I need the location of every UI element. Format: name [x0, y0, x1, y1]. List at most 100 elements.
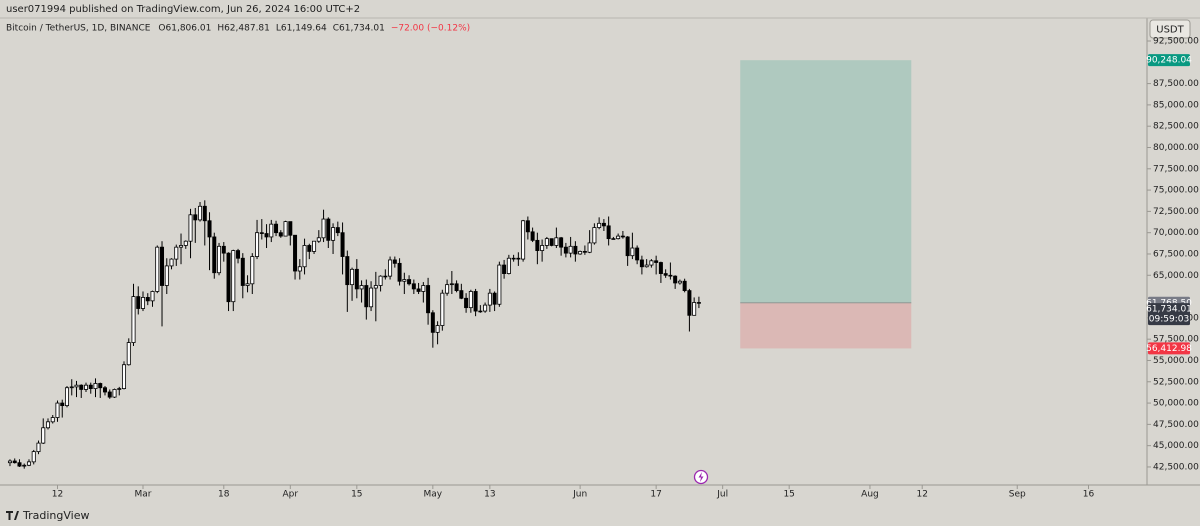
candle-body — [302, 245, 307, 268]
y-tick-label: 77,500.00 — [1153, 164, 1199, 174]
ohlc-legend: L61,149.64 — [276, 24, 327, 34]
currency[interactable]: USDT — [1156, 25, 1184, 36]
x-tick-label: 18 — [218, 490, 230, 500]
candle-body — [658, 262, 663, 274]
ohlc-legend: −72.00 (−0.12%) — [391, 24, 470, 34]
candle-body — [430, 312, 435, 333]
candle-body — [136, 296, 141, 309]
y-tick-label: 45,000.00 — [1153, 441, 1199, 451]
candle-body — [145, 297, 150, 302]
candle-body — [402, 279, 407, 282]
candle-body — [7, 460, 12, 464]
y-tick-label: 42,500.00 — [1153, 462, 1199, 472]
currency-box[interactable] — [1149, 19, 1191, 39]
x-tick-label: 16 — [1083, 490, 1095, 500]
candle-body — [597, 222, 602, 228]
x-tick-label: Jul — [716, 490, 728, 500]
candle-body — [250, 256, 255, 285]
candle-body — [160, 246, 165, 286]
candle-body — [635, 247, 640, 261]
candle-body — [682, 280, 687, 292]
stop-loss-tag — [1148, 342, 1190, 355]
candle-body — [654, 260, 659, 263]
candle-body — [98, 383, 103, 389]
candle-body — [55, 402, 60, 418]
candle-body — [677, 280, 682, 284]
candle-body — [416, 288, 421, 292]
candle-body — [388, 259, 393, 277]
candle-body — [50, 417, 55, 423]
candle-body — [464, 297, 469, 309]
candle-body — [411, 283, 416, 290]
stop-loss-label: 56,412.98 — [1146, 344, 1192, 354]
candle-body — [544, 238, 549, 246]
candle-body — [236, 250, 241, 259]
candle-body — [17, 462, 22, 467]
loss-zone — [740, 302, 912, 349]
candle-body — [117, 388, 122, 390]
y-tick-label: 92,500.00 — [1153, 37, 1199, 47]
candle-body — [502, 264, 507, 274]
candle-body — [506, 257, 511, 274]
candle-body — [131, 296, 136, 343]
candle-body — [535, 239, 540, 251]
candle-body — [331, 227, 336, 241]
candle-body — [649, 260, 654, 266]
take-profit-label: 90,248.04 — [1146, 56, 1192, 66]
candle-body — [426, 285, 431, 314]
countdown: 09:59:03 — [1149, 315, 1189, 325]
candle-body — [283, 221, 288, 237]
candle-body — [174, 246, 179, 260]
y-tick-label: 82,500.00 — [1153, 122, 1199, 132]
candle-body — [307, 245, 312, 252]
candle-body — [692, 302, 697, 316]
candle-body — [492, 292, 497, 305]
candle-body — [644, 264, 649, 268]
candle-body — [293, 234, 298, 272]
candle-body — [563, 246, 568, 254]
candle-body — [259, 232, 264, 234]
ohlc-legend: C61,734.01 — [333, 24, 385, 34]
candle-body — [183, 240, 188, 246]
candle-body — [150, 291, 155, 302]
candle-body — [516, 257, 521, 260]
candle-body — [198, 205, 203, 221]
candle-body — [45, 421, 50, 429]
candle-body — [202, 205, 207, 222]
candle-body — [240, 257, 245, 286]
y-tick-label: 70,000.00 — [1153, 228, 1199, 238]
candle-body — [397, 262, 402, 282]
candle-body — [606, 225, 611, 240]
symbol-legend: Bitcoin / TetherUS, 1D, BINANCE — [6, 24, 151, 34]
candle-body — [41, 427, 46, 444]
candle-body — [269, 223, 274, 238]
candle-body — [340, 232, 345, 257]
candle-body — [582, 251, 587, 253]
last-price-label: 61,734.01 — [1146, 305, 1192, 315]
candle-body — [478, 310, 483, 313]
candle-body — [126, 342, 131, 366]
candle-body — [530, 231, 535, 241]
x-tick-label: 12 — [916, 490, 927, 500]
candle-body — [207, 220, 212, 238]
candle-body — [255, 232, 260, 257]
candle-body — [36, 442, 41, 453]
candle-body — [103, 387, 108, 393]
y-tick-label: 47,500.00 — [1153, 420, 1199, 430]
y-tick-label: 67,500.00 — [1153, 249, 1199, 259]
candle-body — [221, 245, 226, 254]
candle-body — [212, 236, 217, 274]
candle-body — [231, 250, 236, 303]
events-icon[interactable] — [693, 469, 709, 485]
candle-body — [278, 232, 283, 237]
candle-body — [625, 236, 630, 257]
x-tick-label: Jun — [572, 490, 587, 500]
y-tick-label: 85,000.00 — [1153, 100, 1199, 110]
candle-body — [696, 302, 701, 304]
candle-body — [335, 227, 340, 234]
candle-body — [369, 287, 374, 308]
x-tick-label: 13 — [484, 490, 495, 500]
candle-body — [554, 237, 559, 246]
candle-body — [74, 384, 79, 388]
